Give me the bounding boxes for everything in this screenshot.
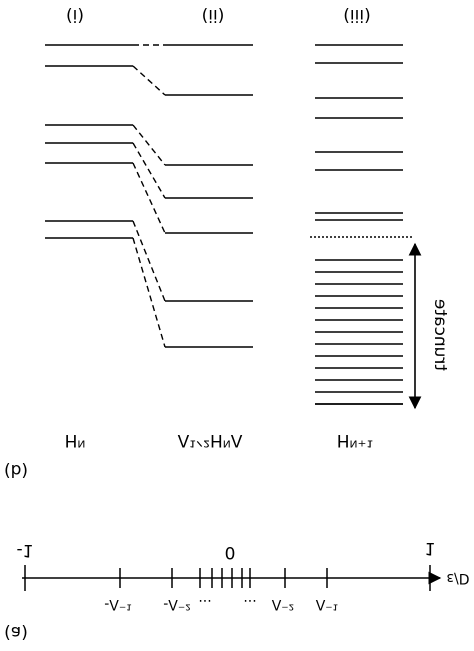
axis-label: ε/D	[446, 570, 469, 586]
energy-levels	[45, 44, 403, 405]
tick-label: ...	[243, 596, 256, 612]
column-label: (ii)	[202, 5, 225, 25]
axis-end-label: -1	[17, 540, 34, 560]
connector	[132, 237, 166, 348]
hamiltonian-label: Λ¹ᐟ²HᴺΛ	[178, 430, 243, 450]
arrow-label: truncate	[430, 299, 450, 371]
connector	[132, 142, 166, 199]
tick-label: ...	[198, 596, 211, 612]
panel-label: (a)	[4, 622, 28, 642]
axis-end-label: 1	[425, 538, 436, 558]
tick-label: -Λ⁻²	[163, 596, 191, 612]
labels: (i) (ii) (iii) Hᴺ Λ¹ᐟ²HᴺΛ Hᴺ⁺¹ truncate (b) -1 1 0…	[4, 5, 470, 642]
center-label: 0	[225, 542, 236, 562]
tick-label: Λ⁻¹	[316, 596, 339, 612]
connector	[132, 124, 166, 166]
tick-label: Λ⁻²	[272, 596, 295, 612]
column-label: (i)	[66, 5, 84, 25]
tick-label: -Λ⁻¹	[104, 596, 132, 612]
column-label: (iii)	[343, 5, 370, 25]
panel-label: (b)	[4, 460, 28, 480]
connector	[132, 162, 166, 234]
connector	[132, 220, 166, 302]
hamiltonian-label: Hᴺ⁺¹	[337, 430, 374, 450]
hamiltonian-label: Hᴺ	[65, 430, 86, 450]
axis-ticks	[24, 565, 431, 591]
connector	[132, 65, 166, 96]
